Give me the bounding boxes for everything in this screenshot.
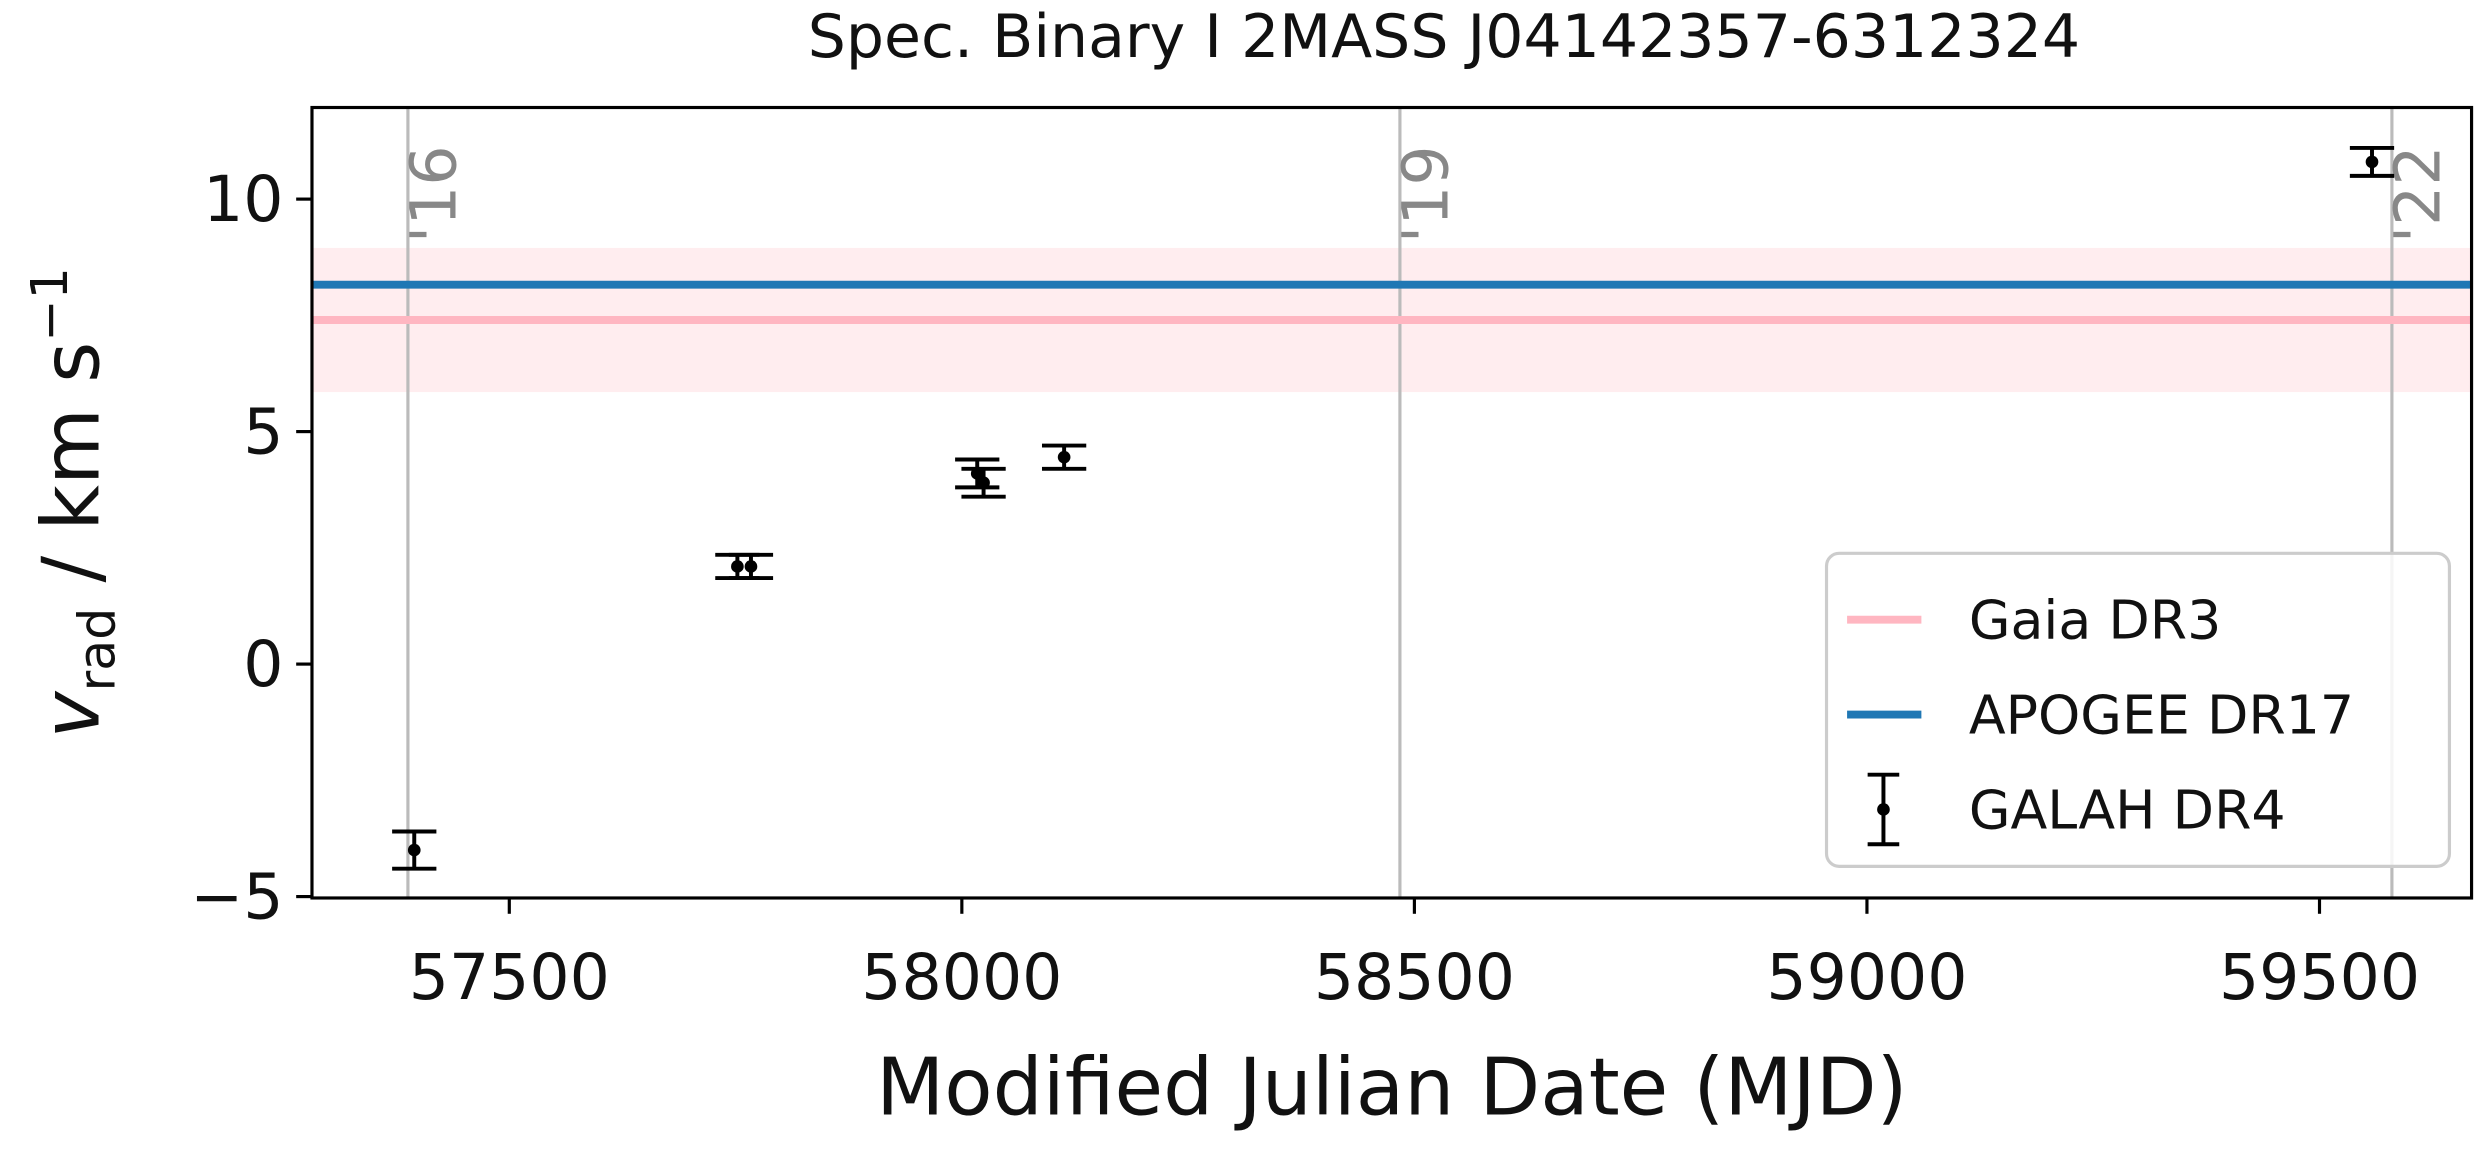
- y-label-unit: / km s: [26, 342, 118, 608]
- legend-swatch: [1877, 803, 1890, 816]
- legend-box: [1824, 551, 2452, 868]
- chart-title: Spec. Binary I 2MASS J04142357-6312324: [808, 2, 2080, 72]
- error-point: [1041, 443, 1087, 471]
- point: [1057, 450, 1071, 464]
- axes-frame: [310, 105, 2474, 900]
- error-point: [961, 466, 1006, 499]
- y-label-symbol: v: [26, 690, 118, 738]
- point: [744, 560, 758, 573]
- legend-label: Gaia DR3: [1969, 589, 2221, 652]
- legend-label: GALAH DR4: [1969, 778, 2286, 841]
- year-marker-label: '16: [396, 145, 470, 243]
- x-tick-label: 58500: [1314, 940, 1515, 1014]
- error-point: [2349, 145, 2395, 178]
- point: [2365, 155, 2379, 169]
- point: [407, 843, 421, 857]
- error-point: [955, 457, 1000, 490]
- point: [977, 476, 990, 490]
- legend-label: APOGEE DR17: [1969, 684, 2354, 747]
- y-tick-label: 0: [243, 627, 283, 701]
- year-marker-label: '19: [1388, 145, 1462, 243]
- y-tick-label: −5: [190, 860, 283, 934]
- y-label-exponent: −1: [20, 267, 79, 342]
- x-tick-label: 59500: [2219, 940, 2420, 1014]
- y-tick-label: 5: [243, 395, 283, 469]
- x-tick-label: 57500: [409, 940, 610, 1014]
- year-marker-label: '22: [2380, 145, 2454, 243]
- x-tick-label: 59000: [1766, 940, 1967, 1014]
- y-label-subscript: rad: [67, 608, 126, 692]
- error-point: [728, 552, 774, 581]
- y-tick-label: 10: [203, 162, 283, 236]
- point: [731, 560, 744, 573]
- legend: Gaia DR3 APOGEE DR17 GALAH DR4: [1824, 551, 2452, 868]
- error-point: [392, 829, 437, 871]
- x-tick-label: 58000: [861, 940, 1062, 1014]
- y-axis-label: vrad / km s−1: [20, 267, 126, 738]
- x-axis-label: Modified Julian Date (MJD): [876, 1042, 1907, 1134]
